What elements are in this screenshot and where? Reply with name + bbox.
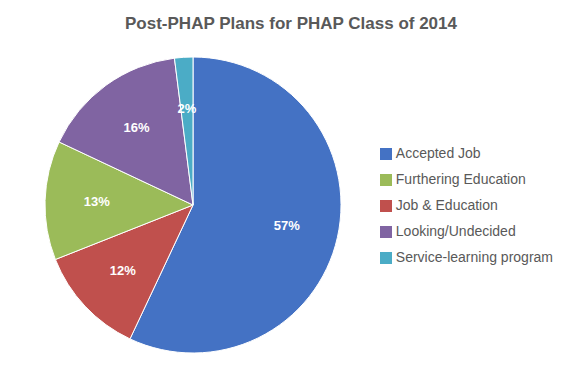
html-text:Looking/Undecided: Looking/Undecided [395,222,516,239]
svg-text:57%: 57% [274,218,300,233]
svg-text:12%: 12% [110,263,136,278]
html-text:Job & Education: Job & Education [395,196,498,213]
html-text:Service-learning program: Service-learning program [395,248,553,265]
svg-text:2%: 2% [178,101,197,116]
html-text:Furthering Education: Furthering Education [395,170,526,187]
html-text:Post-PHAP Plans for PHAP Class: Post-PHAP Plans for PHAP Class of 2014 [125,14,457,33]
svg-text:16%: 16% [123,120,149,135]
html-text:Accepted Job: Accepted Job [395,144,481,161]
svg-text:13%: 13% [84,194,110,209]
